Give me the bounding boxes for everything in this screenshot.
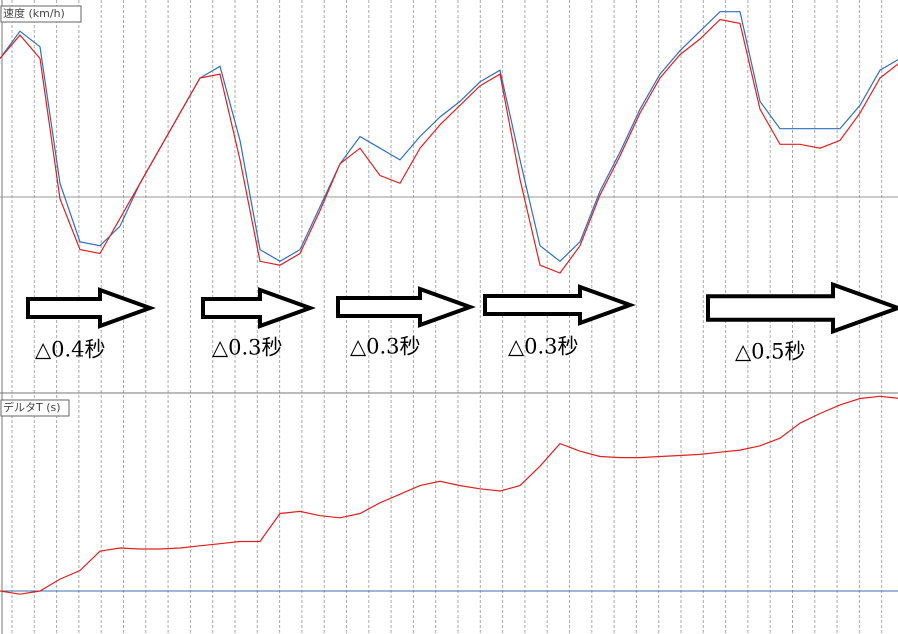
panel-label: デルタT (s): [3, 400, 61, 414]
speed-line: [0, 18, 898, 274]
panel-label: 速度 (km/h): [3, 6, 65, 20]
annotation: △0.3秒: [350, 335, 421, 359]
annotation: △0.3秒: [508, 335, 579, 359]
arrow: [706, 281, 898, 335]
arrow: [26, 287, 156, 329]
arrow: [201, 287, 316, 329]
annotation: △0.4秒: [35, 338, 106, 362]
annotation: △0.5秒: [735, 340, 806, 364]
speed-line: [0, 11, 898, 263]
panel-label-box: [0, 399, 70, 417]
arrow: [336, 286, 476, 328]
panel-label-box: [0, 5, 82, 23]
annotation: △0.3秒: [212, 336, 283, 360]
arrow: [483, 284, 636, 326]
speed-line: [0, 395, 898, 595]
